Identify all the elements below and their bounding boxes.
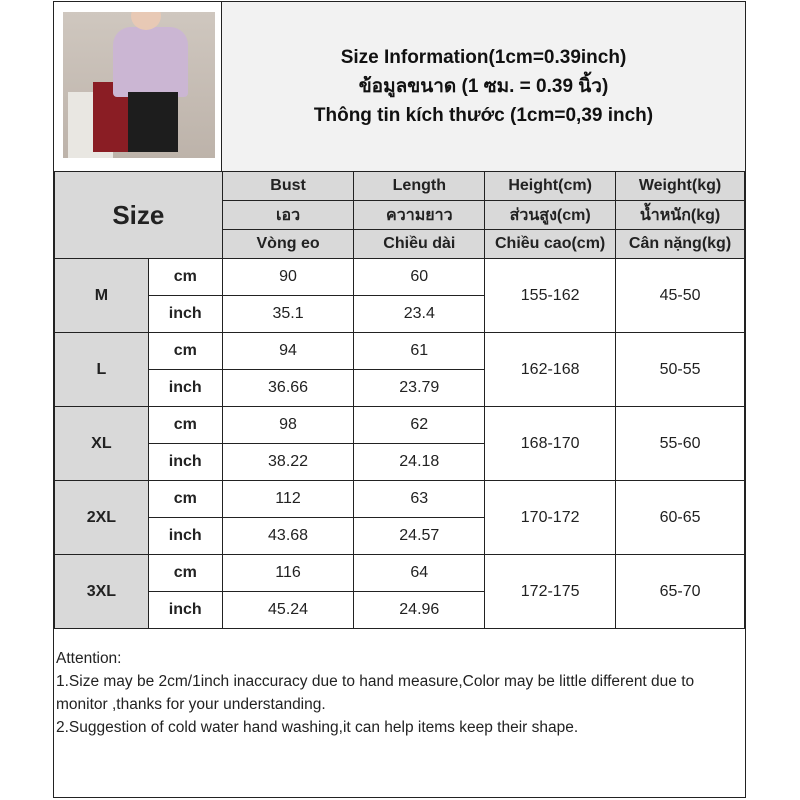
- note-1: 1.Size may be 2cm/1inch inaccuracy due t…: [56, 673, 695, 713]
- size-info-title: Size Information(1cm=0.39inch) ข้อมูลขนา…: [222, 2, 745, 171]
- length-cm: 61: [353, 332, 486, 370]
- col-height-en: Height(cm): [484, 171, 617, 201]
- length-cm: 63: [353, 480, 486, 518]
- table-row-cm: M cm 90 60 155-162 45-50: [54, 258, 745, 333]
- attention-notes: Attention: 1.Size may be 2cm/1inch inacc…: [56, 647, 742, 739]
- length-cm: 62: [353, 406, 486, 444]
- unit-inch: inch: [147, 295, 223, 333]
- title-vi: Thông tin kích thước (1cm=0,39 inch): [313, 105, 654, 126]
- unit-inch: inch: [147, 517, 223, 555]
- height-range: 162-168: [484, 332, 617, 407]
- bust-inch: 45.24: [221, 591, 355, 629]
- col-bust-vi: Vòng eo: [221, 229, 355, 259]
- length-cm: 60: [353, 258, 486, 296]
- bust-inch: 43.68: [221, 517, 355, 555]
- size-cell: XL: [54, 406, 149, 481]
- table-row-cm: 2XL cm 112 63 170-172 60-65: [54, 480, 745, 555]
- weight-range: 60-65: [615, 480, 745, 555]
- col-height-th: ส่วนสูง(cm): [484, 200, 617, 230]
- table-row-inch: inch 43.68 24.57: [55, 517, 745, 555]
- bust-cm: 98: [221, 406, 355, 444]
- height-range: 172-175: [484, 554, 617, 629]
- note-2: 2.Suggestion of cold water hand washing,…: [56, 719, 579, 736]
- bust-inch: 38.22: [221, 443, 355, 481]
- col-height-vi: Chiều cao(cm): [484, 229, 617, 259]
- bust-cm: 116: [221, 554, 355, 592]
- size-cell: L: [54, 332, 149, 407]
- table-row-inch: inch 45.24 24.96: [55, 591, 745, 629]
- header-section: Size Information(1cm=0.39inch) ข้อมูลขนา…: [54, 2, 745, 172]
- bust-inch: 35.1: [221, 295, 355, 333]
- unit-cm: cm: [147, 332, 223, 370]
- size-table: Size Bust Length Height(cm) Weight(kg) เ…: [54, 171, 745, 629]
- weight-range: 45-50: [615, 258, 745, 333]
- size-cell: 2XL: [54, 480, 149, 555]
- unit-cm: cm: [147, 480, 223, 518]
- col-length-th: ความยาว: [353, 200, 486, 230]
- weight-range: 55-60: [615, 406, 745, 481]
- model-image: [63, 12, 215, 158]
- bust-cm: 94: [221, 332, 355, 370]
- title-en: Size Information(1cm=0.39inch): [340, 47, 627, 68]
- note-heading: Attention:: [56, 650, 122, 667]
- size-cell: M: [54, 258, 149, 333]
- length-inch: 24.96: [353, 591, 486, 629]
- size-cell: 3XL: [54, 554, 149, 629]
- weight-range: 65-70: [615, 554, 745, 629]
- length-inch: 24.57: [353, 517, 486, 555]
- table-row-inch: inch 35.1 23.4: [55, 295, 745, 333]
- unit-cm: cm: [147, 554, 223, 592]
- length-inch: 24.18: [353, 443, 486, 481]
- height-range: 168-170: [484, 406, 617, 481]
- title-th: ข้อมูลขนาด (1 ซม. = 0.39 นิ้ว): [358, 76, 609, 97]
- col-weight-vi: Cân nặng(kg): [615, 229, 745, 259]
- weight-range: 50-55: [615, 332, 745, 407]
- product-photo: [54, 2, 222, 171]
- col-weight-en: Weight(kg): [615, 171, 745, 201]
- table-row-inch: inch 36.66 23.79: [55, 369, 745, 407]
- table-row-cm: XL cm 98 62 168-170 55-60: [54, 406, 745, 481]
- height-range: 155-162: [484, 258, 617, 333]
- length-inch: 23.4: [353, 295, 486, 333]
- bust-inch: 36.66: [221, 369, 355, 407]
- length-inch: 23.79: [353, 369, 486, 407]
- col-length-en: Length: [353, 171, 486, 201]
- unit-inch: inch: [147, 591, 223, 629]
- col-length-vi: Chiều dài: [353, 229, 486, 259]
- unit-inch: inch: [147, 369, 223, 407]
- col-bust-en: Bust: [221, 171, 355, 201]
- table-row-cm: 3XL cm 116 64 172-175 65-70: [54, 554, 745, 629]
- table-row-cm: L cm 94 61 162-168 50-55: [54, 332, 745, 407]
- unit-cm: cm: [147, 406, 223, 444]
- col-weight-th: น้ำหนัก(kg): [615, 200, 745, 230]
- size-header: Size: [54, 171, 223, 259]
- table-row-inch: inch 38.22 24.18: [55, 443, 745, 481]
- bust-cm: 112: [221, 480, 355, 518]
- col-bust-th: เอว: [221, 200, 355, 230]
- length-cm: 64: [353, 554, 486, 592]
- bust-cm: 90: [221, 258, 355, 296]
- height-range: 170-172: [484, 480, 617, 555]
- unit-inch: inch: [147, 443, 223, 481]
- unit-cm: cm: [147, 258, 223, 296]
- size-chart: Size Information(1cm=0.39inch) ข้อมูลขนา…: [53, 1, 746, 798]
